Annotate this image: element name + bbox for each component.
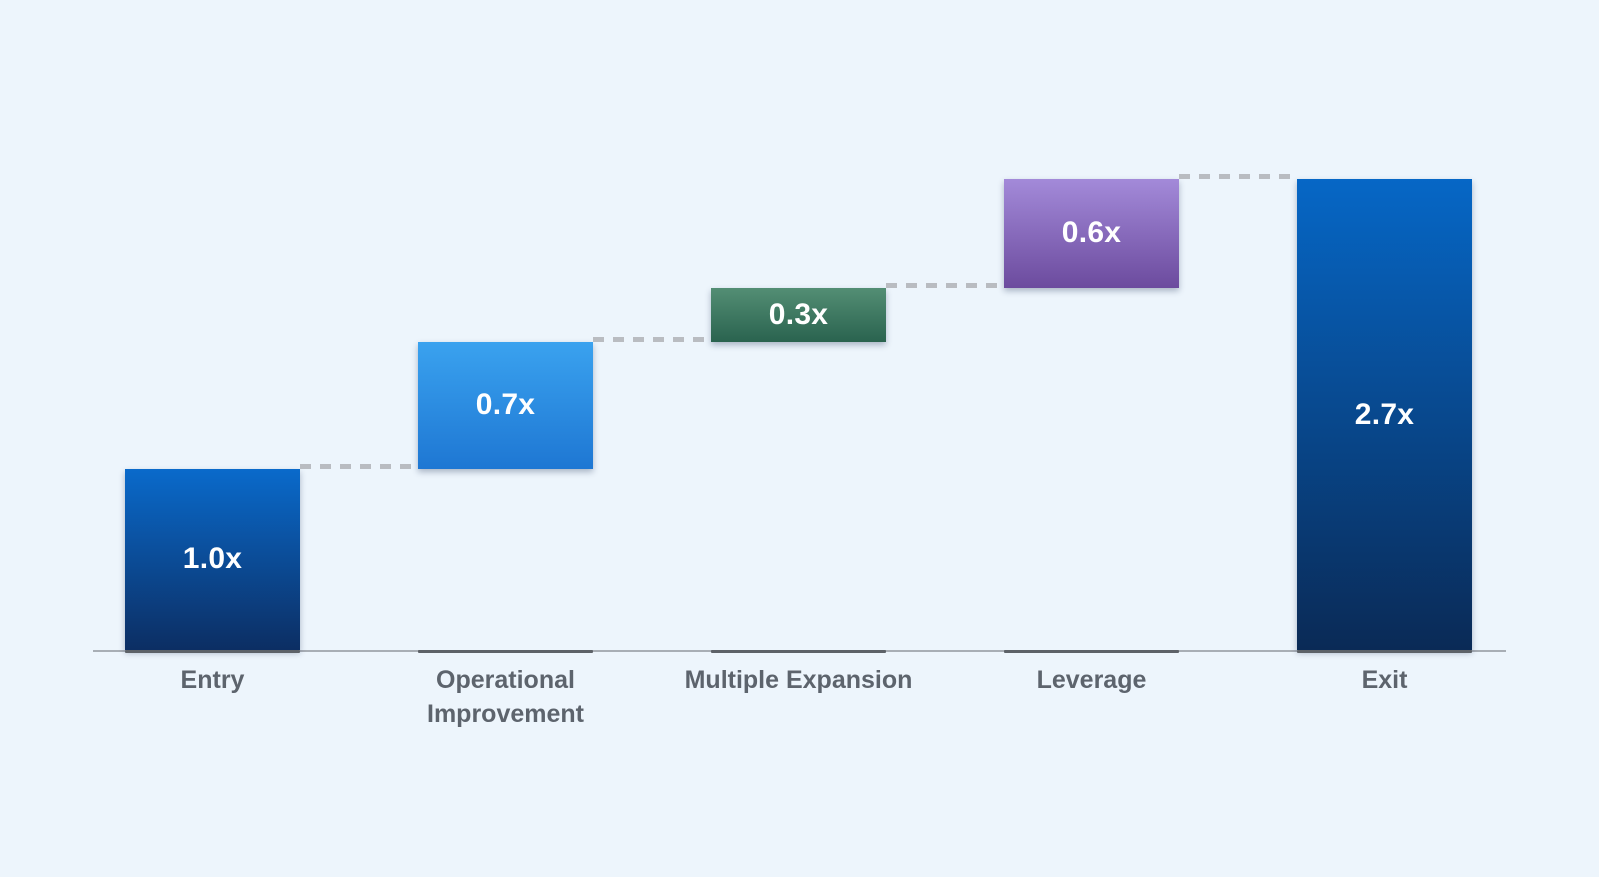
category-label-entry: Entry [180,666,245,694]
bar-value-label: 0.7x [475,388,536,422]
connector-line-1 [593,337,711,343]
bar-exit: 2.7x [1297,179,1472,650]
bar-value-label: 0.3x [768,297,829,331]
connector-line-2 [886,282,1004,288]
category-label-multiple-expansion: Multiple Expansion [684,666,913,694]
bar-value-label: 2.7x [1354,397,1415,431]
axis-shadow-exit [1297,649,1472,653]
bar-multiple-expansion: 0.3x [711,287,886,343]
bar-entry: 1.0x [125,468,300,650]
axis-shadow-leverage [1004,649,1179,653]
category-label-leverage: Leverage [1036,666,1147,694]
connector-line-3 [1179,174,1297,179]
category-label-operational-improvement: Operational Improvement [427,666,584,728]
bar-value-label: 0.6x [1061,216,1122,250]
axis-shadow-entry [125,649,300,653]
bar-value-label: 1.0x [182,542,243,576]
bar-leverage: 0.6x [1004,179,1179,288]
category-label-exit: Exit [1361,666,1408,694]
axis-shadow-multiple-expansion [711,649,886,653]
axis-shadow-operational-improvement [418,649,593,653]
bar-operational-improvement: 0.7x [418,342,593,469]
connector-line-0 [300,463,418,469]
